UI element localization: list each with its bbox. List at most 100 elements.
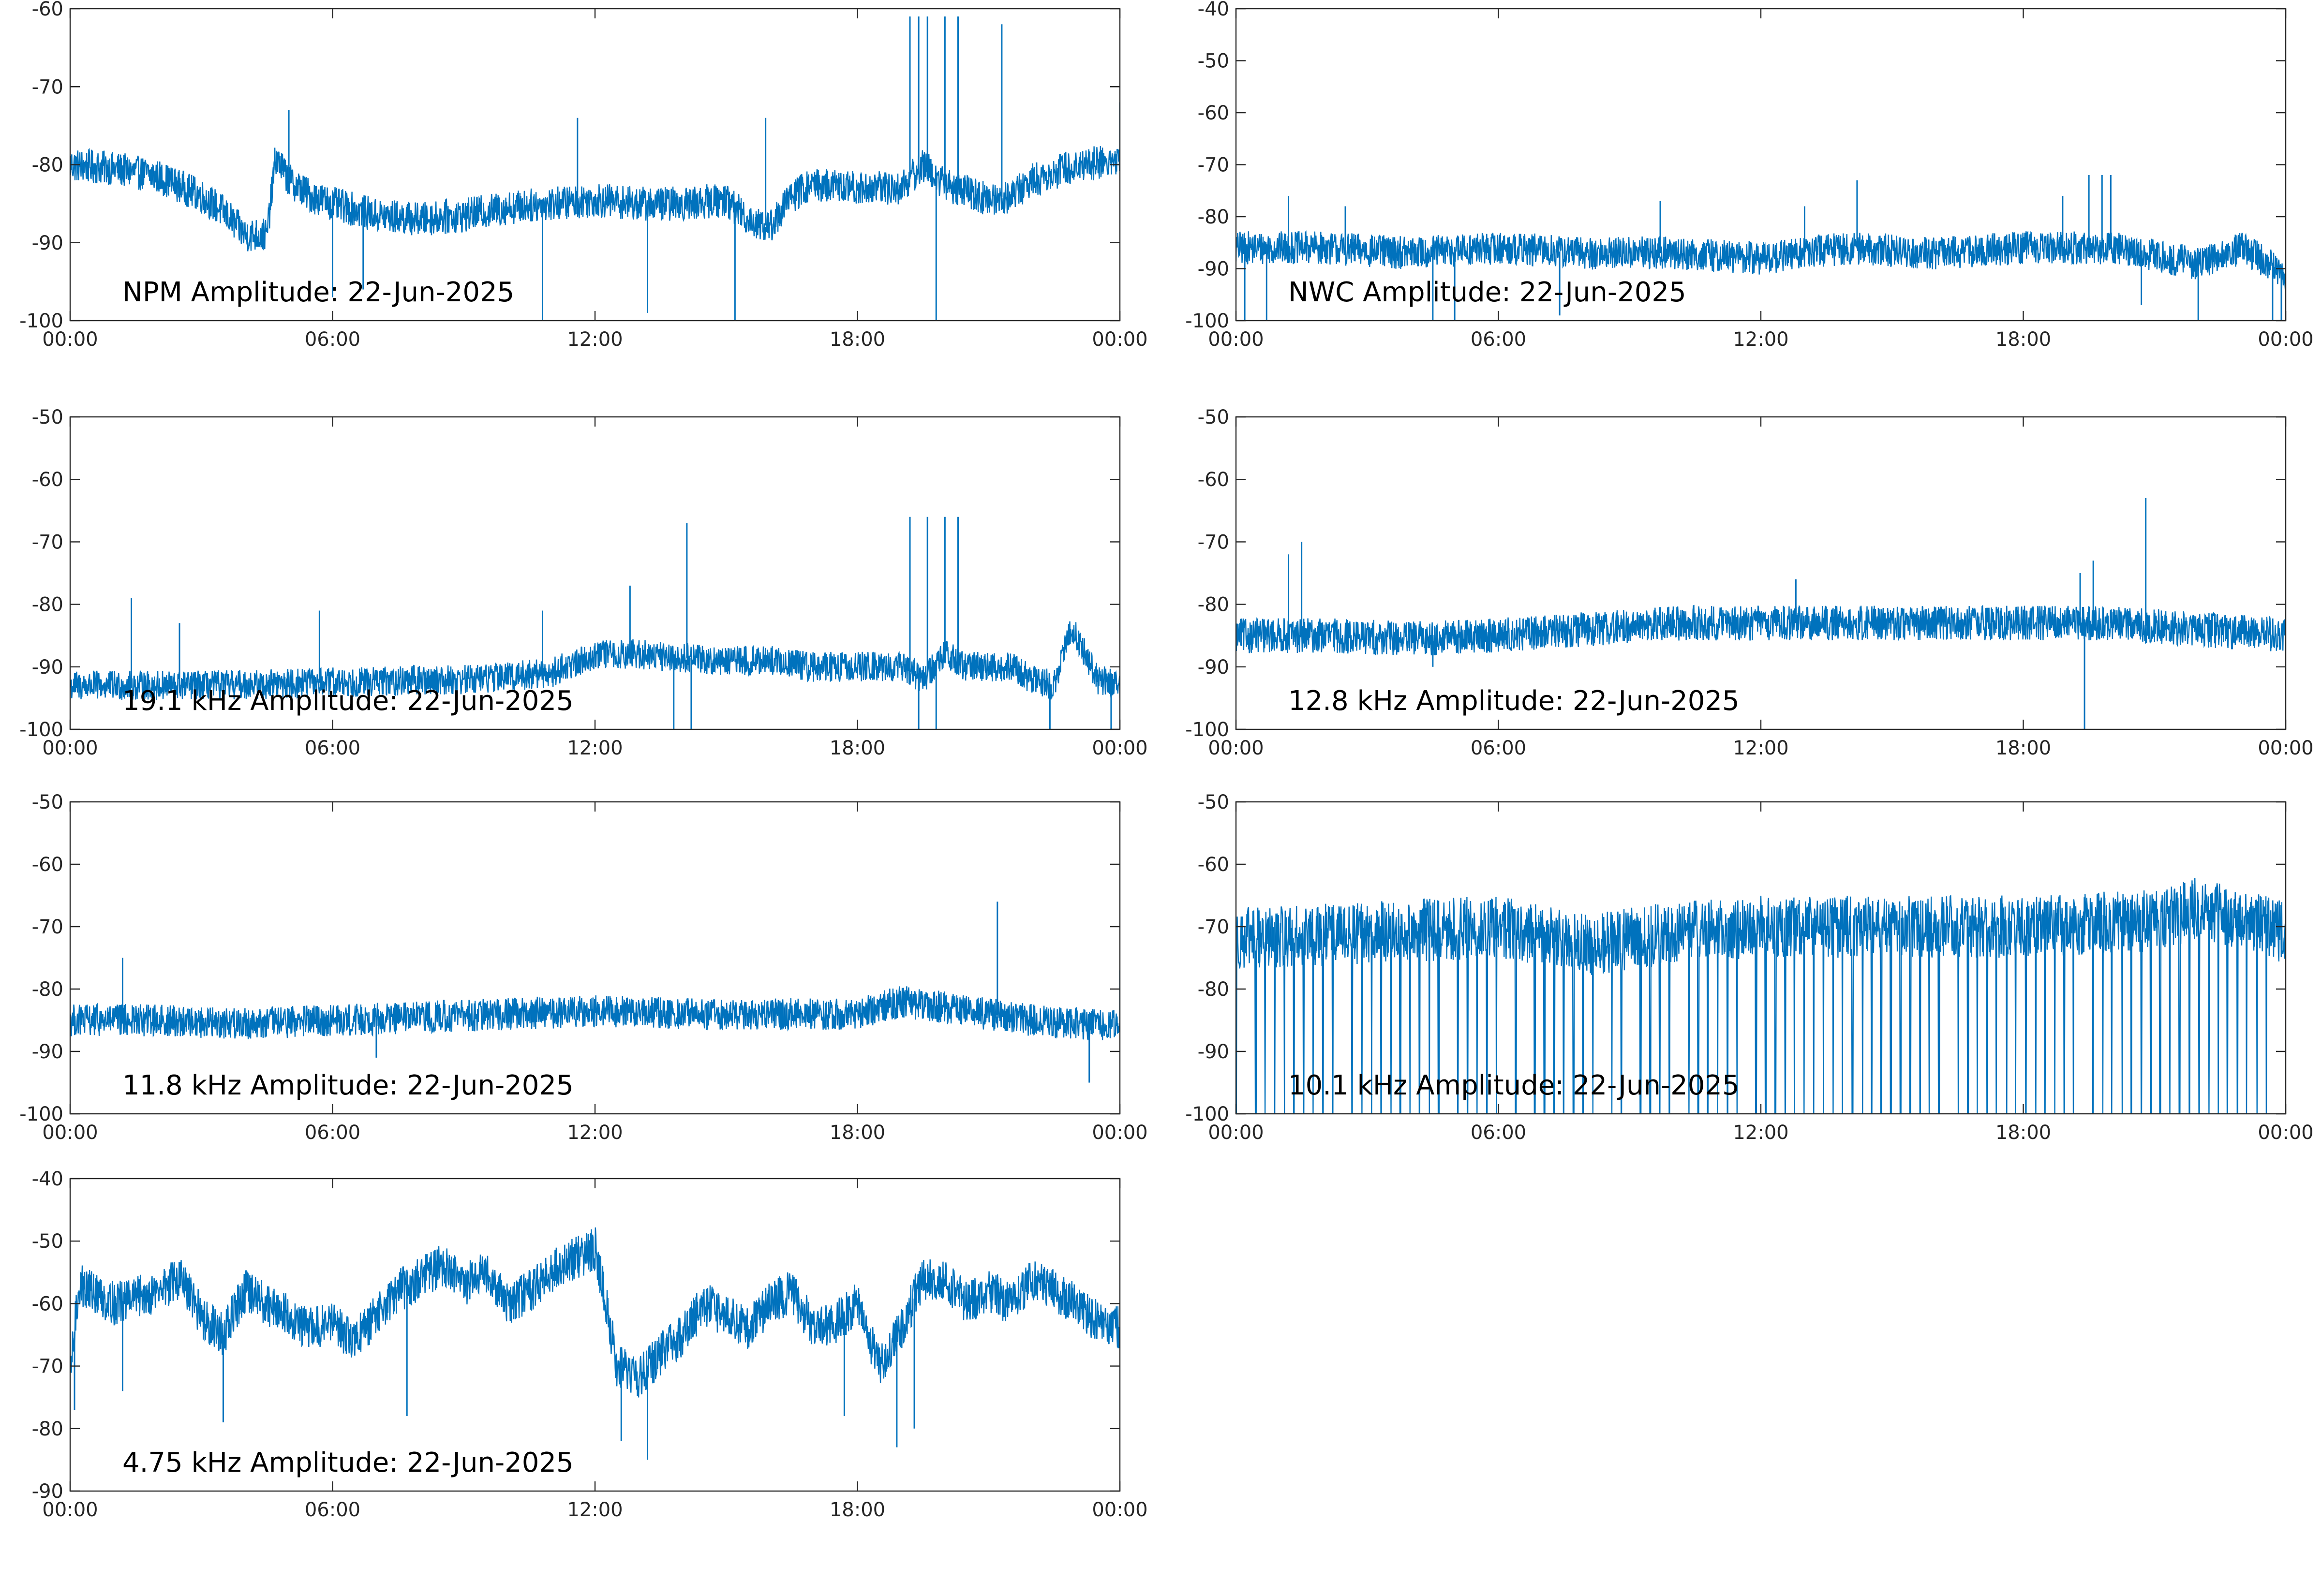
x-tick-label: 18:00	[1995, 328, 2051, 351]
x-tick-label: 18:00	[830, 328, 885, 351]
x-tick-label: 12:00	[1733, 328, 1788, 351]
y-tick-label: -100	[19, 1103, 63, 1125]
y-tick-label: -70	[1198, 154, 1229, 177]
x-tick-label: 00:00	[1208, 328, 1264, 351]
y-tick-label: -60	[32, 854, 63, 876]
x-tick-label: 18:00	[1995, 1122, 2051, 1144]
panel-title: NPM Amplitude: 22-Jun-2025	[122, 277, 514, 308]
y-tick-label: -60	[1198, 469, 1229, 491]
x-tick-label: 00:00	[42, 328, 98, 351]
chart-panel-2: -100 -90 -80 -70 -60 -50 -40 00:00 06:00 12:00 18:…	[1185, 0, 2313, 351]
y-tick-label: -80	[1198, 594, 1229, 616]
series-line	[70, 986, 1120, 1041]
y-tick-label: -50	[1198, 406, 1229, 429]
chart-panel-6: -100 -90 -80 -70 -60 -50 00:00 06:00 12:00 18:00 0…	[1185, 791, 2313, 1144]
x-tick-label: 06:00	[1471, 1122, 1526, 1144]
panel-title: 4.75 kHz Amplitude: 22-Jun-2025	[122, 1447, 574, 1478]
y-tick-label: -100	[19, 719, 63, 741]
x-tick-label: 06:00	[305, 328, 360, 351]
chart-panel-5: -100 -90 -80 -70 -60 -50 00:00 06:00 12:00 18:00 0…	[19, 791, 1147, 1144]
y-tick-label: -50	[1198, 791, 1229, 813]
panel-title: 12.8 kHz Amplitude: 22-Jun-2025	[1288, 685, 1740, 717]
plot-frame	[69, 8, 1121, 322]
y-tick-label: -100	[1185, 719, 1229, 741]
y-tick-label: -70	[32, 916, 63, 938]
y-tick-label: -40	[1198, 0, 1229, 20]
y-tick-label: -80	[32, 1418, 63, 1440]
x-tick-label: 00:00	[1092, 737, 1147, 759]
x-tick-label: 00:00	[1092, 328, 1147, 351]
y-tick-label: -100	[1185, 310, 1229, 332]
x-tick-label: 00:00	[42, 737, 98, 759]
y-tick-label: -60	[32, 0, 63, 20]
y-tick-label: -70	[32, 1356, 63, 1378]
chart-panel-1: -100 -90 -80 -70 -60 00:00 06:00 12:00 18:00 00:0…	[19, 0, 1147, 351]
chart-panel-7: -90 -80 -70 -60 -50 -40 00:00 06:00 12:00 18:00 00…	[32, 1168, 1148, 1521]
plot-frame	[1235, 801, 2287, 1115]
x-tick-label: 00:00	[1208, 737, 1264, 759]
panel-title: 11.8 kHz Amplitude: 22-Jun-2025	[122, 1070, 574, 1101]
series-line	[70, 1227, 1120, 1398]
y-tick-label: -80	[32, 154, 63, 177]
y-tick-label: -90	[32, 1041, 63, 1063]
x-tick-label: 12:00	[567, 1499, 623, 1521]
x-tick-label: 12:00	[1733, 1122, 1788, 1144]
x-tick-label: 00:00	[1092, 1499, 1147, 1521]
x-tick-label: 00:00	[1208, 1122, 1264, 1144]
y-tick-label: -60	[1198, 854, 1229, 876]
panel-title: 10.1 kHz Amplitude: 22-Jun-2025	[1288, 1070, 1740, 1101]
y-tick-label: -40	[32, 1168, 63, 1190]
x-tick-label: 12:00	[567, 737, 623, 759]
x-tick-label: 12:00	[567, 1122, 623, 1144]
y-tick-label: -90	[32, 1480, 63, 1503]
chart-panel-4: -100 -90 -80 -70 -60 -50 00:00 06:00 12:00 18:00 0…	[1185, 406, 2313, 759]
x-tick-label: 00:00	[2258, 737, 2313, 759]
series-line	[70, 621, 1120, 700]
panel-title: 19.1 kHz Amplitude: 22-Jun-2025	[122, 685, 574, 717]
y-tick-label: -90	[32, 656, 63, 679]
y-tick-label: -80	[1198, 978, 1229, 1001]
plot-frame	[69, 801, 1121, 1115]
x-tick-label: 00:00	[1092, 1122, 1147, 1144]
y-tick-label: -100	[19, 310, 63, 332]
y-tick-label: -50	[32, 791, 63, 813]
x-tick-label: 12:00	[1733, 737, 1788, 759]
x-tick-label: 12:00	[567, 328, 623, 351]
y-tick-label: -90	[1198, 656, 1229, 679]
x-tick-label: 06:00	[305, 737, 360, 759]
y-tick-label: -60	[1198, 102, 1229, 124]
plot-frame	[69, 1178, 1121, 1492]
plot-frame	[1235, 8, 2287, 322]
y-tick-label: -70	[32, 76, 63, 98]
panel-title: NWC Amplitude: 22-Jun-2025	[1288, 277, 1686, 308]
y-tick-label: -50	[1198, 50, 1229, 73]
x-tick-label: 00:00	[2258, 328, 2313, 351]
y-tick-label: -90	[1198, 258, 1229, 281]
series-line	[1236, 605, 2286, 656]
y-tick-label: -60	[32, 469, 63, 491]
x-tick-label: 00:00	[42, 1122, 98, 1144]
y-tick-label: -70	[32, 531, 63, 553]
x-tick-label: 18:00	[830, 1499, 885, 1521]
y-tick-label: -50	[32, 406, 63, 429]
x-tick-label: 00:00	[2258, 1122, 2313, 1144]
y-tick-label: -80	[1198, 206, 1229, 228]
plot-frame	[1235, 416, 2287, 730]
x-tick-label: 06:00	[1471, 737, 1526, 759]
x-tick-label: 18:00	[1995, 737, 2051, 759]
y-tick-label: -90	[32, 232, 63, 254]
series-line	[70, 146, 1120, 251]
y-tick-label: -70	[1198, 531, 1229, 553]
y-tick-label: -50	[32, 1230, 63, 1253]
x-tick-label: 00:00	[42, 1499, 98, 1521]
x-tick-label: 18:00	[830, 1122, 885, 1144]
y-tick-label: -70	[1198, 916, 1229, 938]
x-tick-label: 06:00	[305, 1499, 360, 1521]
y-tick-label: -80	[32, 594, 63, 616]
series-line	[1236, 878, 2286, 1114]
chart-panel-3: -100 -90 -80 -70 -60 -50 00:00 06:00 12:00 18:00 0…	[19, 406, 1147, 759]
x-tick-label: 06:00	[305, 1122, 360, 1144]
y-tick-label: -100	[1185, 1103, 1229, 1125]
y-tick-label: -60	[32, 1293, 63, 1315]
